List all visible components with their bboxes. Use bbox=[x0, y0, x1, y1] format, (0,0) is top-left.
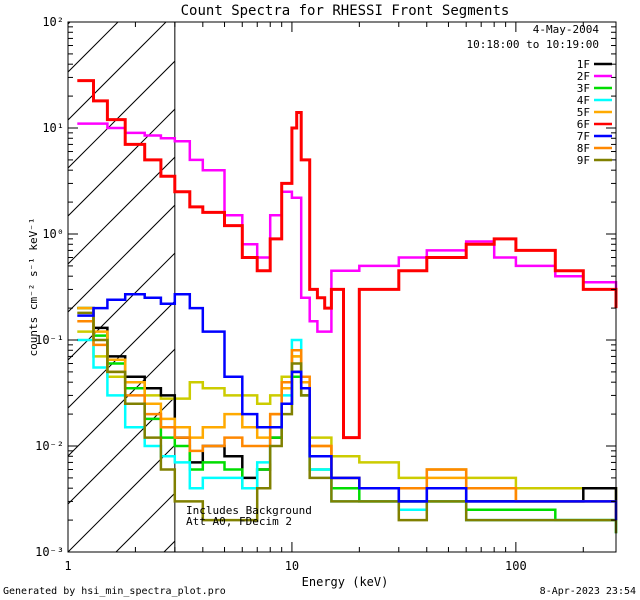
series-line-6f bbox=[77, 79, 618, 440]
legend-label-6f: 6F bbox=[577, 118, 590, 131]
x-tick-label: 10 bbox=[285, 559, 299, 573]
y-tick-label: 10² bbox=[42, 15, 64, 29]
legend-label-1f: 1F bbox=[577, 58, 590, 71]
hatch-line bbox=[68, 22, 167, 121]
y-tick-label: 10⁻² bbox=[35, 439, 64, 453]
hatch-line bbox=[68, 252, 175, 361]
y-tick-label: 10¹ bbox=[42, 121, 64, 135]
footer-timestamp: 8-Apr-2023 23:54 bbox=[540, 586, 636, 597]
legend-label-5f: 5F bbox=[577, 106, 590, 119]
plot-frame bbox=[67, 21, 617, 553]
legend-label-4f: 4F bbox=[577, 94, 590, 107]
footer-generated-by: Generated by hsi_min_spectra_plot.pro bbox=[3, 586, 226, 597]
legend-time-range: 10:18:00 to 10:19:00 bbox=[467, 38, 599, 51]
legend-label-2f: 2F bbox=[577, 70, 590, 83]
legend-label-9f: 9F bbox=[577, 154, 590, 167]
legend-date: 4-May-2004 bbox=[533, 23, 600, 36]
y-tick-label: 10⁰ bbox=[42, 227, 64, 241]
annotation-background: Includes Background bbox=[186, 504, 312, 517]
shaded-background-region bbox=[68, 22, 176, 552]
hatch-line bbox=[68, 60, 175, 169]
series-layer bbox=[77, 79, 618, 534]
x-tick-label: 1 bbox=[64, 559, 71, 573]
legend-label-8f: 8F bbox=[577, 142, 590, 155]
x-axis-label: Energy (keV) bbox=[302, 575, 389, 589]
series-line-9f bbox=[77, 311, 618, 534]
hatch-line bbox=[68, 396, 175, 505]
y-tick-label: 10⁻¹ bbox=[35, 333, 64, 347]
x-tick-label: 100 bbox=[505, 559, 527, 573]
y-axis-label: counts cm⁻² s⁻¹ keV⁻¹ bbox=[27, 217, 40, 356]
hatch-line bbox=[68, 444, 175, 552]
hatch-line bbox=[68, 108, 175, 217]
y-tick-label: 10⁻³ bbox=[35, 545, 64, 559]
axes: 1 10 100 10⁻³ 10⁻² 10⁻¹ 10⁰ 10¹ 10² bbox=[35, 15, 616, 573]
hatch-line bbox=[68, 204, 175, 313]
series-line-7f bbox=[77, 293, 618, 521]
chart-title: Count Spectra for RHESSI Front Segments bbox=[181, 3, 510, 19]
annotation-attenuator: Att A0, FDecim 2 bbox=[186, 515, 292, 528]
hatch-lines bbox=[68, 22, 175, 552]
legend-label-3f: 3F bbox=[577, 82, 590, 95]
legend-label-7f: 7F bbox=[577, 130, 590, 143]
